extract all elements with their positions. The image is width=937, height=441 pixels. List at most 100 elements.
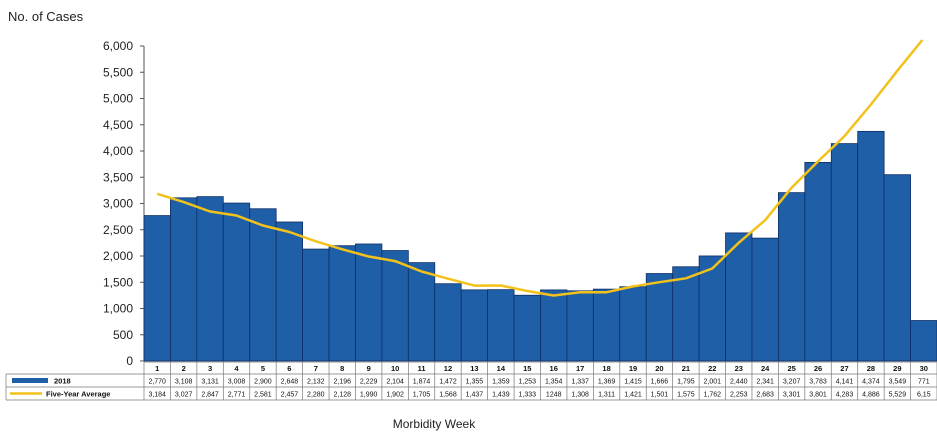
- bar: [566, 290, 594, 362]
- x-tick-label: 23: [735, 364, 743, 373]
- data-label: 1,369: [598, 379, 616, 386]
- data-label: 5,529: [889, 392, 907, 399]
- data-label: 2,132: [307, 379, 325, 386]
- x-tick-label: 2: [182, 364, 186, 373]
- data-label: 1,437: [466, 392, 484, 399]
- data-label: 1,421: [624, 392, 642, 399]
- data-label: 4,886: [862, 392, 880, 399]
- x-tick-label: 11: [418, 364, 426, 373]
- bar: [487, 289, 515, 362]
- bar: [540, 289, 568, 362]
- x-tick-label: 18: [602, 364, 610, 373]
- data-label: 3,027: [175, 392, 193, 399]
- legend-swatch-bar: [12, 378, 48, 383]
- data-label: 3,184: [148, 392, 166, 399]
- x-tick-label: 9: [367, 364, 371, 373]
- bar: [302, 248, 330, 362]
- data-label: 1,795: [677, 379, 695, 386]
- data-label: 1,337: [571, 379, 589, 386]
- data-label: 4,141: [836, 379, 854, 386]
- x-axis-label: Morbidity Week: [393, 417, 476, 431]
- data-table: 1 2 3 4 5 6 7 8 9 10 11 12 13 14 15 16 17 18 19 20 21 22 23 24 2…: [5, 361, 937, 401]
- data-label: 4,374: [862, 379, 880, 386]
- data-label: 1,308: [571, 392, 589, 399]
- data-label: 3,108: [175, 379, 193, 386]
- x-tick-label: 15: [523, 364, 531, 373]
- data-label: 6,15: [917, 392, 931, 399]
- x-tick-label: 26: [814, 364, 822, 373]
- data-label: 2,771: [228, 392, 246, 399]
- bar: [222, 202, 251, 362]
- legend-label: Five-Year Average: [46, 390, 110, 399]
- x-tick-label: 4: [234, 364, 239, 373]
- y-tick-label: 4,000: [103, 144, 133, 158]
- data-label: 1,359: [492, 379, 510, 386]
- bar-series: [143, 130, 937, 362]
- bar: [910, 320, 937, 362]
- legend-label: 2018: [54, 377, 71, 386]
- x-tick-label: 21: [682, 364, 690, 373]
- bar: [883, 174, 911, 362]
- bar: [725, 232, 753, 362]
- y-axis-label: No. of Cases: [8, 9, 84, 24]
- bar: [407, 262, 436, 362]
- data-label: 3,301: [783, 392, 801, 399]
- data-label: 2,847: [201, 392, 219, 399]
- y-tick-label: 500: [113, 328, 133, 342]
- bar: [434, 283, 462, 362]
- data-label: 2,770: [148, 379, 166, 386]
- data-label: 3,801: [809, 392, 827, 399]
- bar: [830, 143, 859, 362]
- bar: [645, 273, 674, 362]
- data-label: 3,549: [889, 379, 907, 386]
- bar: [143, 215, 171, 362]
- y-axis: 0 500 1,000 1,500 2,000 2,500 3,000 3,500 4,000 4…: [103, 39, 145, 368]
- x-tick-label: 24: [761, 364, 770, 373]
- data-label: 2,440: [730, 379, 748, 386]
- data-label: 1,253: [519, 379, 537, 386]
- x-tick-label: 30: [920, 364, 928, 373]
- x-tick-label: 20: [655, 364, 663, 373]
- data-label: 1,705: [413, 392, 431, 399]
- data-label: 1,472: [439, 379, 457, 386]
- x-tick-label: 27: [840, 364, 848, 373]
- x-tick-label: 28: [867, 364, 875, 373]
- y-tick-label: 6,000: [103, 39, 133, 53]
- line-series: [156, 39, 924, 297]
- data-label: 2,341: [756, 379, 774, 386]
- data-label: 3,008: [228, 379, 246, 386]
- data-label: 1,311: [598, 392, 615, 399]
- data-label: 1,902: [386, 392, 404, 399]
- y-tick-label: 5,000: [103, 92, 133, 106]
- x-tick-label: 5: [261, 364, 265, 373]
- data-label: 1,439: [492, 392, 510, 399]
- bar: [196, 196, 224, 362]
- data-label: 2,128: [333, 392, 351, 399]
- data-label: 2,581: [254, 392, 272, 399]
- data-label: 2,683: [756, 392, 774, 399]
- y-tick-label: 2,500: [103, 223, 133, 237]
- x-tick-label: 29: [893, 364, 901, 373]
- x-tick-label: 13: [470, 364, 478, 373]
- data-label: 1,568: [439, 392, 457, 399]
- data-label: 4,283: [836, 392, 854, 399]
- y-tick-label: 2,000: [103, 249, 133, 263]
- data-label: 1,415: [624, 379, 642, 386]
- y-tick-label: 0: [126, 354, 133, 368]
- x-tick-label: 14: [497, 364, 506, 373]
- x-tick-label: 16: [550, 364, 558, 373]
- x-tick-label: 3: [208, 364, 212, 373]
- data-label: 771: [918, 379, 930, 386]
- data-label: 1,501: [651, 392, 669, 399]
- bar: [275, 221, 303, 362]
- x-tick-label: 22: [708, 364, 716, 373]
- line-five-year-average: [156, 39, 924, 297]
- data-label: 1,762: [704, 392, 722, 399]
- bar: [592, 288, 621, 362]
- x-tick-label: 7: [314, 364, 318, 373]
- y-tick-label: 1,500: [103, 275, 133, 289]
- data-label: 3,207: [783, 379, 801, 386]
- data-label: 1,666: [651, 379, 669, 386]
- y-tick-label: 3,500: [103, 170, 133, 184]
